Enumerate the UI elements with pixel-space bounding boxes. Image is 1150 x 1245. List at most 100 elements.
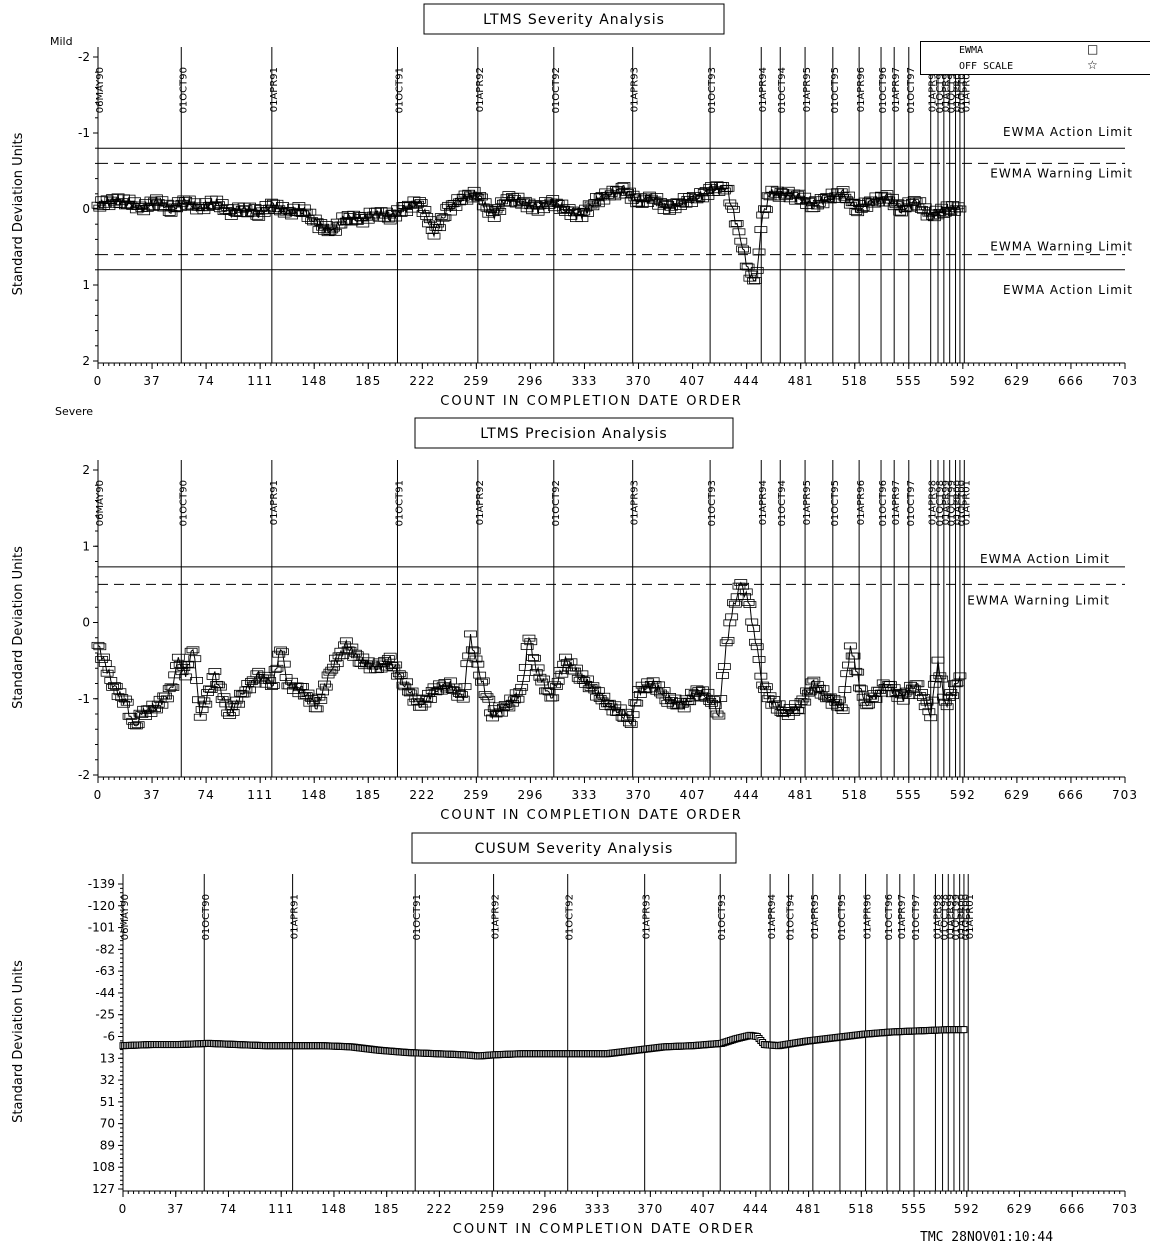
x-tick-label: 518 <box>842 374 868 388</box>
data-point <box>789 700 802 708</box>
y-tick-label: 32 <box>100 1073 115 1087</box>
x-tick-label: 259 <box>479 1202 505 1216</box>
data-point <box>524 202 538 210</box>
data-point <box>117 700 130 708</box>
y-tick-label: -2 <box>78 50 90 64</box>
x-tick-label: 629 <box>1004 374 1030 388</box>
data-point <box>420 695 434 703</box>
data-point <box>391 672 404 680</box>
data-point <box>754 672 768 680</box>
data-point <box>234 210 247 217</box>
data-point <box>533 673 547 681</box>
data-point <box>787 709 801 716</box>
data-point <box>402 688 415 696</box>
data-point <box>319 683 333 691</box>
data-point <box>518 663 532 671</box>
data-point <box>593 695 607 702</box>
data-point <box>434 213 448 220</box>
data-point <box>696 686 709 694</box>
data-point <box>254 676 267 684</box>
data-point <box>206 673 220 680</box>
data-point <box>100 669 114 677</box>
data-point <box>902 692 916 699</box>
data-point <box>730 220 744 227</box>
data-point <box>190 677 204 684</box>
data-point <box>405 687 419 695</box>
data-point <box>296 683 309 690</box>
data-point <box>836 707 850 715</box>
x-tick-label: 296 <box>532 1202 558 1216</box>
x-tick-label: 444 <box>734 374 760 388</box>
data-point <box>95 196 109 204</box>
date-marker-label: 01OCT97 <box>906 480 917 526</box>
data-point <box>330 660 344 668</box>
data-point <box>91 641 105 649</box>
y-tick-label: 1 <box>82 539 90 553</box>
data-point <box>140 204 154 212</box>
x-tick-label: 407 <box>680 788 706 802</box>
data-point <box>557 660 571 668</box>
x-tick-label: 407 <box>690 1202 716 1216</box>
data-point <box>454 691 468 698</box>
legend-symbol-off-scale: ☆ <box>1087 58 1098 72</box>
x-tick-label: 333 <box>572 374 598 388</box>
data-point <box>476 677 490 685</box>
data-point <box>215 199 229 206</box>
date-marker-label: 01OCT99 <box>951 894 962 940</box>
date-marker-label: 01OCT97 <box>906 67 917 113</box>
data-point <box>193 202 207 210</box>
date-marker-label: 01APR98 <box>928 480 939 525</box>
data-point <box>816 685 830 693</box>
data-point <box>509 689 523 697</box>
data-point <box>151 700 165 708</box>
data-point <box>696 195 709 203</box>
date-marker-label: 01OCT94 <box>786 894 797 940</box>
data-point <box>778 191 792 199</box>
data-point <box>144 710 158 717</box>
data-point <box>838 193 852 201</box>
data-point <box>274 646 288 654</box>
data-point <box>739 262 753 270</box>
data-point <box>750 266 764 274</box>
data-point <box>343 213 357 220</box>
data-point <box>719 639 733 647</box>
data-point <box>345 218 359 226</box>
data-point <box>327 663 340 671</box>
data-point <box>380 663 393 671</box>
data-point <box>637 195 651 203</box>
date-marker-label: 01OCT90 <box>178 67 189 113</box>
data-point <box>915 689 928 696</box>
data-point <box>807 205 821 212</box>
x-tick-label: 555 <box>896 788 922 802</box>
data-point <box>400 678 414 686</box>
footer-timestamp: TMC 28NOV01:10:44 <box>920 1230 1054 1245</box>
x-tick-label: 333 <box>572 788 598 802</box>
x-tick-label: 74 <box>197 374 214 388</box>
date-marker-label: 01APR91 <box>269 480 280 525</box>
data-point <box>266 682 280 689</box>
x-tick-label: 222 <box>426 1202 452 1216</box>
data-point <box>438 214 452 222</box>
data-point <box>427 232 441 240</box>
data-point <box>124 201 138 209</box>
data-point <box>389 214 403 222</box>
x-tick-label: 0 <box>119 1202 128 1216</box>
data-point <box>734 579 748 586</box>
data-point <box>613 704 627 712</box>
data-point <box>798 192 812 200</box>
data-point <box>108 198 121 206</box>
data-point <box>480 693 494 701</box>
date-marker-label: 01OCT96 <box>884 894 895 940</box>
data-point <box>223 207 236 215</box>
data-point <box>131 721 145 729</box>
data-point <box>188 655 202 663</box>
data-point <box>741 599 755 606</box>
data-point <box>759 683 773 691</box>
data-point <box>714 695 728 702</box>
data-point <box>171 653 185 661</box>
data-point <box>493 702 507 710</box>
data-point <box>237 690 251 698</box>
data-point <box>867 200 881 208</box>
data-point <box>818 194 832 202</box>
date-marker-label: 01OCT96 <box>878 480 889 526</box>
